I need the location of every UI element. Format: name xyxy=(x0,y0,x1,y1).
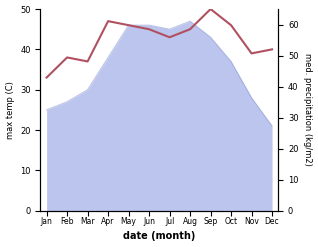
Y-axis label: med. precipitation (kg/m2): med. precipitation (kg/m2) xyxy=(303,53,313,166)
Y-axis label: max temp (C): max temp (C) xyxy=(5,81,15,139)
X-axis label: date (month): date (month) xyxy=(123,231,196,242)
